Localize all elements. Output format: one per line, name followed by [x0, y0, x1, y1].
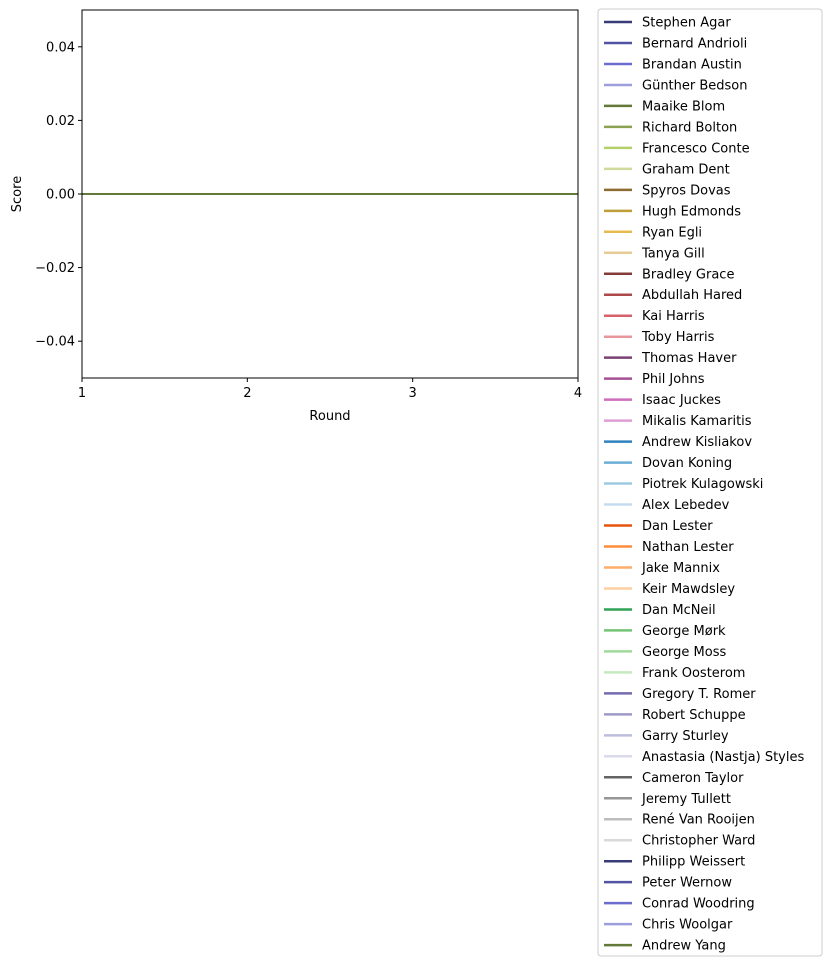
x-axis: 1 2 3 4: [78, 378, 582, 401]
legend-entry: Philipp Weissert: [642, 855, 745, 870]
legend-entry: Graham Dent: [642, 162, 730, 177]
legend-entry: Keir Mawdsley: [642, 582, 735, 597]
legend-entry: Frank Oosterom: [642, 666, 745, 681]
legend-entry: Alex Lebedev: [642, 498, 730, 513]
legend-entry: Christopher Ward: [642, 834, 755, 849]
legend-entry: Tanya Gill: [641, 246, 705, 261]
legend-entry: Bradley Grace: [642, 267, 734, 282]
y-axis: 0.04 0.02 0.00 −0.02 −0.04: [35, 40, 82, 350]
legend-entry: Kai Harris: [642, 309, 705, 324]
legend-entry: George Mørk: [642, 624, 726, 639]
legend-entry: Richard Bolton: [642, 120, 737, 135]
legend-entry: Nathan Lester: [642, 540, 734, 555]
x-axis-label: Round: [309, 409, 350, 424]
legend-entry: Brandan Austin: [642, 57, 742, 72]
y-axis-label: Score: [10, 176, 25, 212]
legend-entry: Mikalis Kamaritis: [642, 414, 752, 429]
legend-entry: Francesco Conte: [642, 141, 750, 156]
legend-box: [597, 8, 823, 957]
legend-entry: Dovan Koning: [642, 456, 732, 471]
legend-entry: Spyros Dovas: [642, 183, 731, 198]
y-tick-label: −0.02: [35, 261, 75, 276]
x-tick-label: 3: [409, 386, 417, 401]
legend-entry: Stephen Agar: [642, 16, 731, 31]
x-tick-label: 2: [243, 386, 251, 401]
legend-entry: Piotrek Kulagowski: [642, 477, 763, 492]
legend-entry: Jake Mannix: [641, 561, 720, 576]
legend-entry: Thomas Haver: [641, 351, 737, 366]
legend-entry: Anastasia (Nastja) Styles: [642, 750, 804, 765]
legend-entry: Conrad Woodring: [642, 897, 755, 912]
legend-entry: Hugh Edmonds: [642, 204, 741, 219]
legend-entry: Toby Harris: [641, 330, 715, 345]
legend-entry: Cameron Taylor: [642, 771, 744, 786]
legend-entry: Günther Bedson: [642, 78, 748, 93]
legend: Stephen Agar Bernard Andrioli Brandan Aust…: [597, 8, 823, 957]
legend-entry: Garry Sturley: [642, 729, 729, 744]
legend-entry: Phil Johns: [642, 372, 705, 387]
legend-entry: Dan Lester: [642, 519, 713, 534]
legend-entry: Andrew Kisliakov: [642, 435, 752, 450]
legend-entry: Gregory T. Romer: [642, 687, 756, 702]
y-tick-label: 0.00: [46, 188, 75, 203]
legend-entry: George Moss: [642, 645, 726, 660]
legend-entry: Bernard Andrioli: [642, 36, 747, 51]
y-tick-label: 0.02: [46, 114, 75, 129]
y-tick-label: 0.04: [46, 40, 75, 55]
legend-entry: Jeremy Tullett: [641, 792, 731, 807]
legend-entry: Robert Schuppe: [642, 708, 746, 723]
y-tick-label: −0.04: [35, 335, 75, 350]
legend-entry: René Van Rooijen: [642, 813, 755, 828]
legend-entry: Abdullah Hared: [642, 288, 742, 303]
legend-entry: Peter Wernow: [642, 876, 732, 891]
legend-entry: Andrew Yang: [642, 939, 726, 954]
legend-entry: Dan McNeil: [642, 603, 716, 618]
legend-entry: Ryan Egli: [642, 225, 702, 240]
legend-entry: Chris Woolgar: [642, 918, 733, 933]
x-tick-label: 4: [574, 386, 582, 401]
legend-entry: Maaike Blom: [642, 99, 725, 114]
x-tick-label: 1: [78, 386, 86, 401]
legend-entry: Isaac Juckes: [642, 393, 721, 408]
